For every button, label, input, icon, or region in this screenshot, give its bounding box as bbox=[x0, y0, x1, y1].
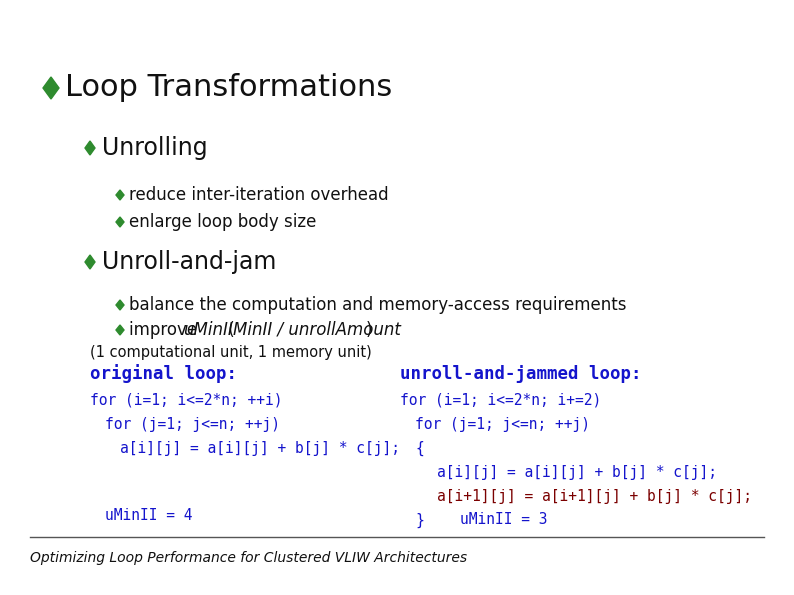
Text: Loop Transformations: Loop Transformations bbox=[65, 74, 392, 102]
Text: (: ( bbox=[223, 321, 234, 339]
Polygon shape bbox=[43, 77, 59, 99]
Text: for (i=1; i<=2*n; i+=2): for (i=1; i<=2*n; i+=2) bbox=[400, 393, 601, 408]
Text: Unroll-and-jam: Unroll-and-jam bbox=[102, 250, 276, 274]
Text: Optimizing Loop Performance for Clustered VLIW Architectures: Optimizing Loop Performance for Clustere… bbox=[30, 551, 467, 565]
Text: unroll-and-jammed loop:: unroll-and-jammed loop: bbox=[400, 365, 642, 383]
Text: enlarge loop body size: enlarge loop body size bbox=[129, 213, 316, 231]
Polygon shape bbox=[116, 190, 124, 200]
Text: a[i][j] = a[i][j] + b[j] * c[j];: a[i][j] = a[i][j] + b[j] * c[j]; bbox=[437, 465, 717, 480]
Text: Unrolling: Unrolling bbox=[102, 136, 207, 160]
Text: uMinII: uMinII bbox=[183, 321, 233, 339]
Text: improve: improve bbox=[129, 321, 202, 339]
Text: a[i][j] = a[i][j] + b[j] * c[j];: a[i][j] = a[i][j] + b[j] * c[j]; bbox=[120, 440, 400, 456]
Text: for (j=1; j<=n; ++j): for (j=1; j<=n; ++j) bbox=[415, 416, 590, 431]
Text: reduce inter-iteration overhead: reduce inter-iteration overhead bbox=[129, 186, 388, 204]
Text: ): ) bbox=[366, 321, 372, 339]
Text: }: } bbox=[415, 512, 424, 528]
Text: MinII / unrollAmount: MinII / unrollAmount bbox=[233, 321, 401, 339]
Text: uMinII = 4: uMinII = 4 bbox=[105, 508, 192, 522]
Text: a[i+1][j] = a[i+1][j] + b[j] * c[j];: a[i+1][j] = a[i+1][j] + b[j] * c[j]; bbox=[437, 488, 752, 503]
Text: for (i=1; i<=2*n; ++i): for (i=1; i<=2*n; ++i) bbox=[90, 393, 283, 408]
Text: uMinII = 3: uMinII = 3 bbox=[460, 512, 548, 528]
Polygon shape bbox=[116, 217, 124, 227]
Text: balance the computation and memory-access requirements: balance the computation and memory-acces… bbox=[129, 296, 626, 314]
Text: {: { bbox=[415, 440, 424, 456]
Polygon shape bbox=[85, 141, 95, 155]
Text: (1 computational unit, 1 memory unit): (1 computational unit, 1 memory unit) bbox=[90, 346, 372, 361]
Text: for (j=1; j<=n; ++j): for (j=1; j<=n; ++j) bbox=[105, 416, 280, 431]
Polygon shape bbox=[85, 255, 95, 269]
Polygon shape bbox=[116, 325, 124, 335]
Text: original loop:: original loop: bbox=[90, 365, 237, 384]
Polygon shape bbox=[116, 300, 124, 310]
